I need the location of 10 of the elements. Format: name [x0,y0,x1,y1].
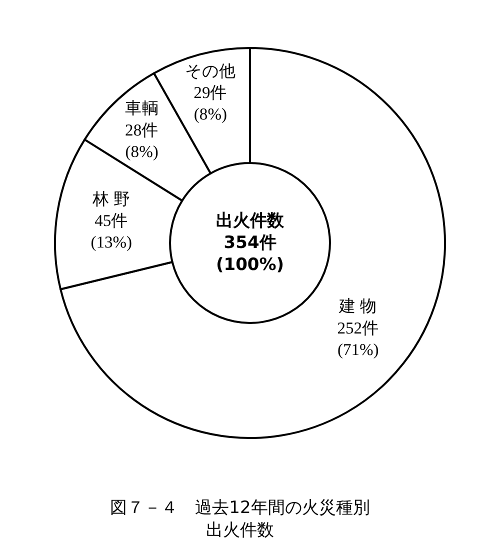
text: 図７－４ 過去12年間の火災種別出火件数 [110,498,370,540]
slice-label: 建 物 [338,296,378,316]
slice-label: 林 野 [91,189,130,208]
data-label: 28件 (8%) [125,120,159,161]
data-label: 252件 (71%) [337,318,380,359]
data-label: 45件 (13%) [90,211,132,252]
text: 出火件数 354件 (100%) [216,211,286,276]
slice-label: 車輌 [124,98,159,118]
data-label: 29件 (8%) [194,83,228,124]
slice-label: その他 [184,62,236,81]
